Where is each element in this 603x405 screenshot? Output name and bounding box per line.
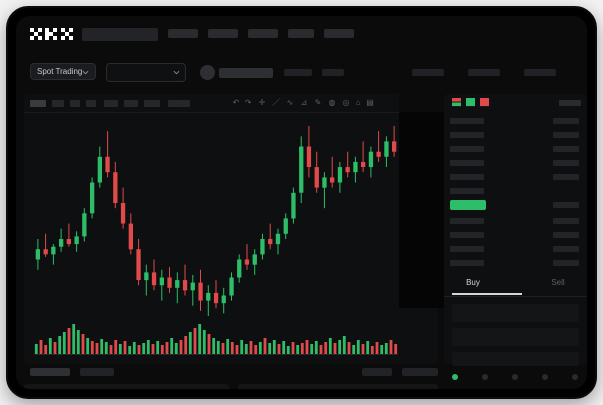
stat-low bbox=[468, 69, 500, 76]
slider-dot-0[interactable] bbox=[452, 374, 458, 380]
timeframe-chip-1[interactable] bbox=[30, 100, 46, 107]
stat-high bbox=[412, 69, 444, 76]
chart-overlay-mask-top bbox=[399, 94, 444, 112]
tablet-device-frame: Spot Trading ↶ bbox=[6, 6, 597, 399]
bid-price-4[interactable] bbox=[450, 260, 484, 266]
orderbook-header bbox=[444, 94, 587, 111]
timeframe-chip-3[interactable] bbox=[70, 100, 80, 107]
mid-amount bbox=[553, 202, 579, 208]
slider-dot-50[interactable] bbox=[512, 374, 518, 380]
slider-dot-75[interactable] bbox=[542, 374, 548, 380]
volume-chart bbox=[24, 316, 438, 360]
market-type-label: Spot Trading bbox=[37, 67, 83, 76]
chart-toolbar: ↶ ↷ ✛ ／ ∿ ⊿ ✎ ◍ ◎ ⌂ ▤ bbox=[24, 94, 438, 113]
footer-action-1[interactable] bbox=[362, 368, 392, 376]
stat-change bbox=[322, 69, 344, 76]
brush-icon[interactable]: ✎ bbox=[314, 98, 322, 107]
total-input[interactable] bbox=[452, 352, 579, 366]
bid-price-1[interactable] bbox=[450, 218, 484, 224]
market-type-selector[interactable]: Spot Trading bbox=[30, 63, 96, 80]
candlestick-chart[interactable] bbox=[24, 112, 438, 322]
chart-overlay-mask bbox=[399, 112, 444, 308]
mid-price-highlight bbox=[450, 200, 486, 210]
search-input[interactable] bbox=[82, 28, 158, 41]
app-screen: Spot Trading ↶ bbox=[16, 16, 587, 389]
nav-item-1[interactable] bbox=[168, 29, 198, 38]
undo-icon[interactable]: ↶ bbox=[232, 98, 240, 107]
timeframe-chip-2[interactable] bbox=[52, 100, 64, 107]
trading-pair-selector[interactable] bbox=[106, 63, 186, 82]
bid-amount-3 bbox=[553, 246, 579, 252]
ask-price-2[interactable] bbox=[450, 132, 484, 138]
chevron-down-icon bbox=[173, 70, 180, 75]
footer-tab-1[interactable] bbox=[30, 368, 70, 376]
positions-panel[interactable] bbox=[238, 384, 438, 389]
amount-input[interactable] bbox=[452, 328, 579, 346]
ask-amount-2 bbox=[553, 132, 579, 138]
stat-price bbox=[284, 69, 312, 76]
top-navigation-bar bbox=[16, 16, 587, 50]
eye-icon[interactable]: ◎ bbox=[342, 98, 350, 107]
timeframe-chip-4[interactable] bbox=[86, 100, 96, 107]
bid-price-2[interactable] bbox=[450, 232, 484, 238]
magnet-icon[interactable]: ◍ bbox=[328, 98, 336, 107]
buy-sell-tabs: Buy Sell bbox=[444, 272, 587, 297]
chart-footer-bar bbox=[24, 366, 438, 380]
redo-icon[interactable]: ↷ bbox=[244, 98, 252, 107]
footer-action-2[interactable] bbox=[402, 368, 438, 376]
tab-sell[interactable]: Sell bbox=[551, 278, 565, 287]
chevron-down-icon bbox=[82, 70, 89, 75]
trash-icon[interactable]: ▤ bbox=[366, 98, 374, 107]
ask-price-6[interactable] bbox=[450, 188, 484, 194]
instrument-bar: Spot Trading bbox=[16, 56, 587, 88]
chart-panel: ↶ ↷ ✛ ／ ∿ ⊿ ✎ ◍ ◎ ⌂ ▤ bbox=[24, 94, 438, 364]
price-input[interactable] bbox=[452, 304, 579, 322]
timeframe-chip-5[interactable] bbox=[104, 100, 118, 107]
ruler-icon[interactable]: ⊿ bbox=[300, 98, 308, 107]
footer-tab-2[interactable] bbox=[80, 368, 114, 376]
bid-amount-4 bbox=[553, 260, 579, 266]
slider-dot-25[interactable] bbox=[482, 374, 488, 380]
bid-price-3[interactable] bbox=[450, 246, 484, 252]
bid-amount-2 bbox=[553, 232, 579, 238]
nav-item-2[interactable] bbox=[208, 29, 238, 38]
orderbook-asks-icon[interactable] bbox=[480, 98, 489, 107]
ask-amount-1 bbox=[553, 118, 579, 124]
slider-dot-100[interactable] bbox=[572, 374, 578, 380]
wave-icon[interactable]: ∿ bbox=[286, 98, 294, 107]
trendline-icon[interactable]: ／ bbox=[272, 98, 280, 107]
ask-price-3[interactable] bbox=[450, 146, 484, 152]
timeframe-chip-6[interactable] bbox=[124, 100, 138, 107]
amount-slider[interactable] bbox=[444, 374, 587, 384]
open-orders-panel[interactable] bbox=[24, 384, 229, 389]
ask-price-5[interactable] bbox=[450, 174, 484, 180]
grouping-selector[interactable] bbox=[559, 100, 581, 106]
ask-amount-4 bbox=[553, 160, 579, 166]
orderbook-bids-icon[interactable] bbox=[466, 98, 475, 107]
crosshair-icon[interactable]: ✛ bbox=[258, 98, 266, 107]
stat-volume bbox=[524, 69, 556, 76]
bid-amount-1 bbox=[553, 218, 579, 224]
orderbook-both-icon[interactable] bbox=[452, 98, 461, 107]
okx-logo[interactable] bbox=[30, 28, 74, 41]
ask-price-1[interactable] bbox=[450, 118, 484, 124]
chart-type-chip[interactable] bbox=[168, 100, 190, 107]
nav-item-5[interactable] bbox=[324, 29, 354, 38]
nav-item-3[interactable] bbox=[248, 29, 278, 38]
active-tab-underline bbox=[452, 293, 522, 295]
indicator-chip[interactable] bbox=[144, 100, 160, 107]
ask-amount-5 bbox=[553, 174, 579, 180]
ask-price-4[interactable] bbox=[450, 160, 484, 166]
orderbook-trade-panel: Buy Sell bbox=[444, 94, 587, 380]
tab-buy[interactable]: Buy bbox=[466, 278, 480, 287]
ask-amount-3 bbox=[553, 146, 579, 152]
coin-avatar bbox=[200, 65, 215, 80]
nav-item-4[interactable] bbox=[288, 29, 314, 38]
lock-icon[interactable]: ⌂ bbox=[355, 98, 361, 107]
pair-name-label bbox=[219, 68, 273, 78]
